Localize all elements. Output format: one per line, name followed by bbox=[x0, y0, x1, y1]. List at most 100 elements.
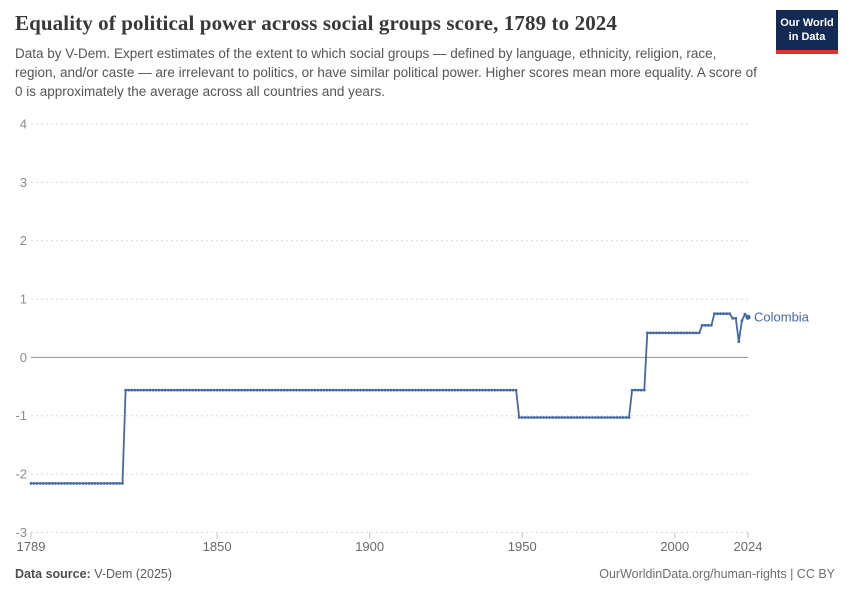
data-point-marker bbox=[398, 388, 402, 392]
data-point-marker bbox=[231, 388, 234, 392]
data-point-marker bbox=[716, 312, 719, 316]
data-point-marker bbox=[569, 416, 573, 419]
data-point-marker bbox=[194, 388, 198, 392]
data-point-marker bbox=[374, 388, 378, 392]
data-point-marker bbox=[51, 482, 54, 485]
data-point-marker bbox=[734, 316, 738, 320]
y-axis-label: 0 bbox=[20, 350, 27, 365]
data-point-marker bbox=[536, 416, 539, 419]
data-point-marker bbox=[703, 323, 707, 327]
data-point-marker bbox=[377, 388, 381, 392]
data-point-marker bbox=[346, 388, 350, 392]
data-point-marker bbox=[621, 416, 625, 419]
data-point-marker bbox=[456, 388, 460, 392]
data-point-marker bbox=[163, 388, 167, 392]
data-point-marker bbox=[148, 388, 152, 392]
data-point-marker bbox=[700, 323, 704, 327]
data-point-marker bbox=[459, 388, 463, 392]
data-point-marker bbox=[255, 388, 259, 392]
data-point-marker bbox=[57, 482, 60, 485]
data-point-marker bbox=[511, 388, 515, 392]
data-point-marker bbox=[54, 482, 57, 485]
y-axis-label: 4 bbox=[20, 117, 27, 132]
data-point-marker bbox=[737, 340, 741, 344]
data-point-marker bbox=[304, 388, 307, 392]
data-point-marker bbox=[154, 388, 158, 392]
data-point-marker bbox=[285, 388, 289, 392]
data-point-marker bbox=[359, 388, 362, 392]
data-point-marker bbox=[548, 416, 552, 419]
footer-citation-link[interactable]: OurWorldinData.org/human-rights | CC BY bbox=[599, 567, 835, 581]
data-point-marker bbox=[142, 388, 146, 392]
data-point-marker bbox=[496, 388, 500, 392]
data-point-marker bbox=[694, 331, 698, 335]
data-point-marker bbox=[728, 312, 732, 316]
data-point-marker bbox=[298, 388, 301, 392]
owid-logo[interactable]: Our World in Data bbox=[776, 10, 838, 54]
data-point-marker bbox=[676, 331, 680, 335]
data-point-marker bbox=[560, 416, 564, 419]
series-line[interactable] bbox=[31, 312, 749, 485]
data-point-marker bbox=[246, 388, 250, 392]
data-point-marker bbox=[166, 388, 170, 392]
data-point-marker bbox=[249, 388, 253, 392]
data-point-marker bbox=[652, 331, 655, 335]
y-axis-label: -1 bbox=[15, 408, 27, 423]
owid-logo-line2: in Data bbox=[788, 31, 826, 44]
y-axis-label: -2 bbox=[15, 467, 27, 482]
data-point-marker bbox=[563, 416, 567, 419]
data-point-marker bbox=[441, 388, 445, 392]
data-point-marker bbox=[93, 482, 97, 485]
data-point-marker bbox=[581, 416, 585, 419]
data-point-marker bbox=[685, 331, 689, 335]
owid-logo-line1: Our World bbox=[780, 17, 834, 29]
data-point-marker bbox=[462, 388, 466, 392]
data-point-marker bbox=[411, 388, 414, 392]
data-point-marker bbox=[160, 388, 164, 392]
data-point-marker bbox=[673, 331, 677, 335]
data-point-marker bbox=[343, 388, 347, 392]
data-point-marker bbox=[203, 388, 207, 392]
data-point-marker bbox=[539, 416, 542, 419]
data-point-marker bbox=[386, 388, 390, 392]
data-point-marker bbox=[118, 482, 121, 485]
data-point-marker bbox=[719, 312, 722, 316]
data-point-marker bbox=[136, 388, 140, 392]
data-point-marker bbox=[267, 388, 271, 392]
data-point-marker bbox=[60, 482, 63, 485]
data-point-marker bbox=[505, 388, 509, 392]
data-point-marker bbox=[331, 388, 335, 392]
data-point-marker bbox=[221, 388, 225, 392]
data-point-marker bbox=[295, 388, 298, 392]
data-point-marker bbox=[130, 388, 134, 392]
data-point-marker bbox=[639, 388, 643, 392]
data-point-marker bbox=[587, 416, 591, 419]
y-axis-label: -3 bbox=[15, 525, 27, 540]
data-point-marker bbox=[404, 388, 408, 392]
data-point-marker bbox=[740, 319, 744, 323]
data-point-marker bbox=[670, 331, 674, 335]
data-point-marker bbox=[69, 482, 73, 485]
data-point-marker bbox=[389, 388, 393, 392]
data-point-marker bbox=[713, 312, 716, 316]
data-point-marker bbox=[465, 388, 469, 392]
data-point-marker bbox=[87, 482, 91, 485]
data-point-marker bbox=[469, 388, 472, 392]
data-point-marker bbox=[212, 388, 216, 392]
series-entity-label[interactable]: Colombia bbox=[754, 310, 810, 325]
data-point-marker bbox=[127, 388, 130, 392]
data-point-marker bbox=[227, 388, 231, 392]
data-point-marker bbox=[453, 388, 457, 392]
data-point-marker bbox=[490, 388, 494, 392]
data-point-marker bbox=[337, 388, 341, 392]
data-point-marker bbox=[224, 388, 228, 392]
data-point-marker bbox=[688, 331, 692, 335]
data-point-marker bbox=[234, 388, 237, 392]
x-axis-label: 2000 bbox=[660, 539, 689, 554]
data-point-marker bbox=[84, 482, 88, 485]
data-point-marker bbox=[526, 416, 530, 419]
data-point-marker bbox=[745, 314, 751, 320]
data-point-marker bbox=[450, 388, 454, 392]
data-point-marker bbox=[102, 482, 106, 485]
